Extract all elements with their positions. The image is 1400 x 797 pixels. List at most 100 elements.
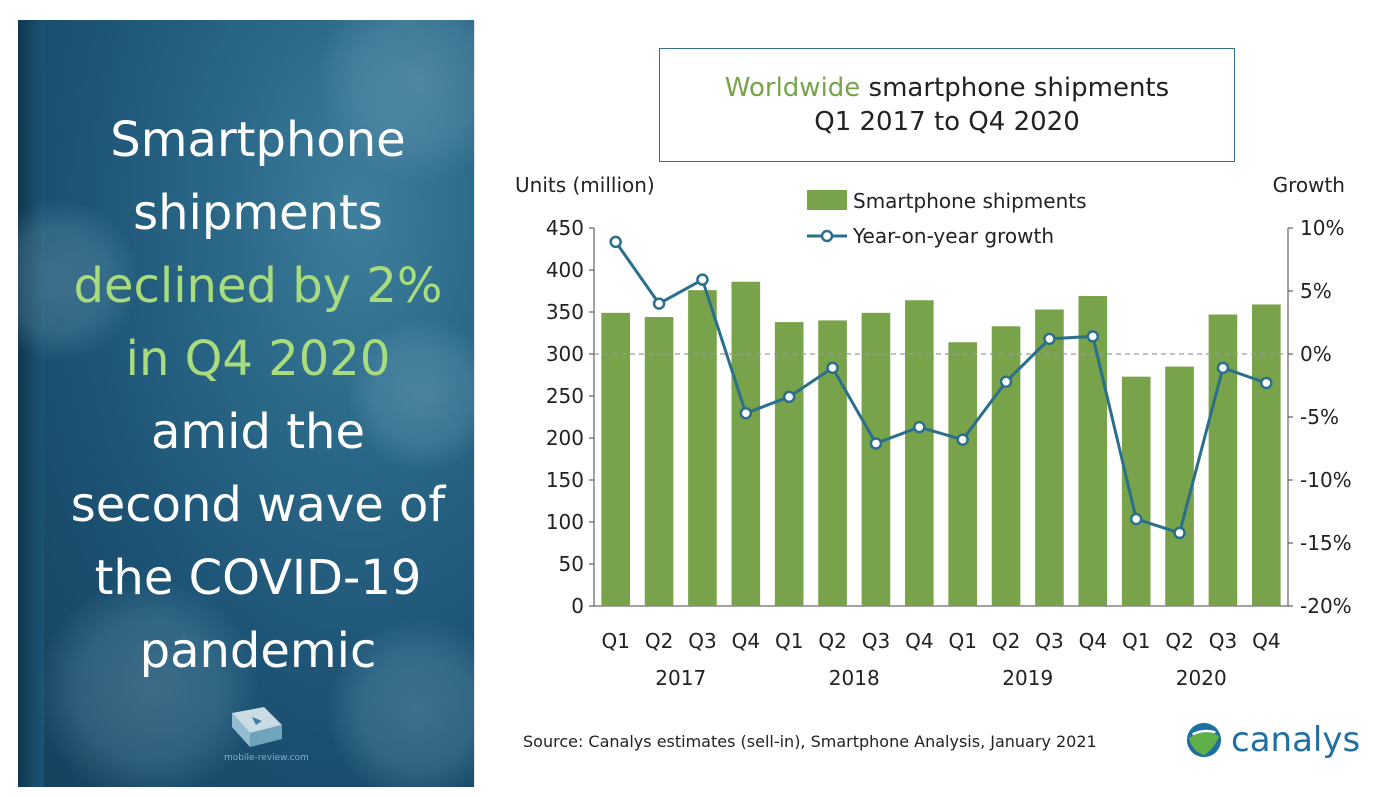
x-tick-label: Q4: [732, 629, 760, 653]
legend-bar-swatch: [807, 190, 847, 210]
x-tick-label: Q1: [775, 629, 803, 653]
watermark-icon: [232, 707, 282, 747]
panel-edge: [18, 20, 44, 787]
source-note: Source: Canalys estimates (sell-in), Sma…: [523, 732, 1097, 751]
headline-text: Smartphone shipments declined by 2% in Q…: [58, 104, 458, 688]
right-tick-label: -5%: [1300, 405, 1339, 429]
year-label: 2018: [829, 666, 880, 690]
combo-chart: 0 50 100 150 200 250 300 350 400 450 -20% -15% -10% -…: [515, 173, 1352, 690]
year-label: 2019: [1002, 666, 1053, 690]
left-tick-label: 0: [571, 594, 584, 618]
chart-title-box: Worldwide smartphone shipments Q1 2017 t…: [659, 48, 1235, 162]
bar: [1121, 376, 1151, 606]
growth-point: [739, 406, 753, 420]
growth-point: [1260, 376, 1273, 390]
growth-point: [1173, 526, 1186, 540]
bar: [948, 342, 978, 606]
bar: [1165, 366, 1194, 606]
headline-line: the COVID-19: [94, 550, 422, 606]
bar: [601, 312, 631, 606]
watermark-text: mobile-review.com: [224, 753, 309, 763]
left-tick-label: 350: [546, 300, 584, 324]
x-tick-label: Q1: [948, 629, 976, 653]
right-tick-label: -10%: [1300, 468, 1352, 492]
virus-decoration: [348, 320, 474, 470]
headline-line: second wave of: [70, 477, 446, 533]
growth-point: [1043, 332, 1056, 346]
x-tick-label: Q3: [688, 629, 716, 653]
right-tick-label: -20%: [1300, 594, 1352, 618]
x-tick-label: Q3: [1035, 629, 1063, 653]
x-tick-label: Q2: [992, 629, 1020, 653]
growth-point: [609, 235, 622, 249]
virus-decoration: [328, 620, 474, 787]
x-tick-label: Q4: [905, 629, 933, 653]
left-tick-label: 100: [546, 510, 584, 534]
x-tick-label: Q2: [818, 629, 846, 653]
x-tick-label: Q2: [645, 629, 673, 653]
headline-line: amid the: [150, 404, 365, 460]
legend-line-marker: [820, 229, 834, 243]
globe-icon: [1186, 722, 1222, 758]
bar: [644, 317, 674, 606]
left-tick-label: 250: [546, 384, 584, 408]
x-tick-label: Q1: [601, 629, 629, 653]
x-tick-label: Q1: [1122, 629, 1150, 653]
growth-point: [956, 433, 969, 446]
chart-subtitle: Q1 2017 to Q4 2020: [814, 107, 1080, 137]
logo-text: canalys: [1231, 720, 1361, 760]
chart-title: Worldwide smartphone shipments: [660, 71, 1234, 105]
legend-bar-label: Smartphone shipments: [853, 189, 1087, 213]
bar: [1251, 304, 1281, 606]
x-tick-label: Q4: [1252, 629, 1280, 653]
year-label: 2020: [1176, 666, 1227, 690]
growth-point: [1086, 330, 1100, 343]
left-axis-title: Units (million): [515, 173, 655, 197]
bar: [861, 312, 891, 606]
bar: [991, 326, 1021, 606]
right-tick-label: -15%: [1300, 531, 1352, 555]
left-tick-label: 450: [546, 216, 584, 240]
virus-decoration: [38, 580, 258, 787]
title-accent: Worldwide: [724, 73, 861, 103]
headline-line: shipments: [133, 185, 383, 241]
growth-line: [614, 240, 1267, 535]
bar: [774, 322, 804, 606]
bar: [731, 281, 761, 606]
left-tick-label: 150: [546, 468, 584, 492]
infographic-frame: Smartphone shipments declined by 2% in Q…: [18, 20, 1389, 787]
chart-panel: Worldwide smartphone shipments Q1 2017 t…: [474, 20, 1389, 787]
x-tick-label: Q3: [1209, 629, 1237, 653]
canalys-logo: canalys: [1185, 717, 1360, 763]
bar: [1078, 296, 1108, 606]
right-tick-label: 5%: [1300, 279, 1332, 303]
growth-point: [826, 361, 839, 375]
year-label: 2017: [655, 666, 706, 690]
headline-line: Smartphone: [110, 112, 406, 168]
headline-highlight: in Q4 2020: [125, 331, 391, 387]
x-tick-label: Q4: [1079, 629, 1107, 653]
bar: [1208, 314, 1238, 606]
left-tick-label: 300: [546, 342, 584, 366]
right-axis-title: Growth: [1273, 173, 1345, 197]
growth-point: [1216, 361, 1230, 375]
growth-point: [999, 375, 1013, 388]
legend-line-label: Year-on-year growth: [852, 224, 1054, 248]
growth-point: [652, 297, 666, 310]
watermark-logo: mobile-review.com: [224, 703, 309, 767]
right-tick-label: 0%: [1300, 342, 1332, 366]
growth-point: [869, 437, 883, 450]
headline-highlight: declined by 2%: [73, 258, 443, 314]
bar: [1035, 309, 1064, 606]
headline-panel: Smartphone shipments declined by 2% in Q…: [18, 20, 474, 787]
title-rest: smartphone shipments: [860, 73, 1170, 103]
right-tick-label: 10%: [1300, 216, 1344, 240]
x-tick-label: Q3: [862, 629, 890, 653]
x-tick-label: Q2: [1165, 629, 1193, 653]
bar: [904, 300, 934, 606]
left-tick-label: 200: [546, 426, 584, 450]
growth-point: [913, 420, 926, 434]
left-tick-label: 50: [559, 552, 584, 576]
left-tick-label: 400: [546, 258, 584, 282]
growth-point: [1129, 512, 1143, 526]
